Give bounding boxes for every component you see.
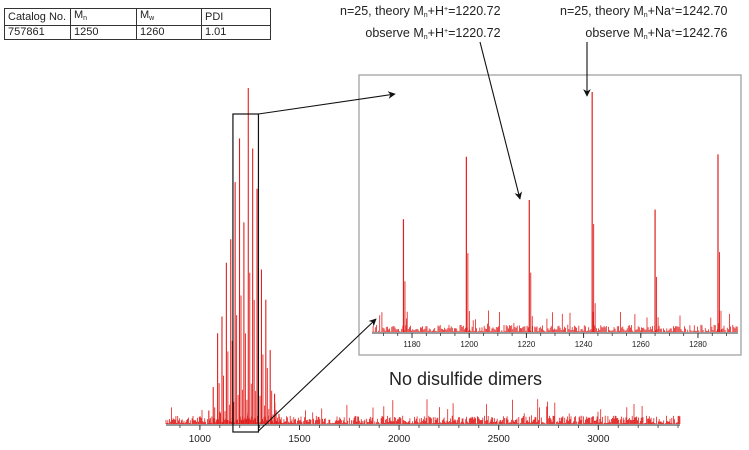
header-mw: Mw — [136, 8, 202, 26]
cell-pdi: 1.01 — [201, 25, 271, 40]
x-tick-label: 1220 — [518, 340, 536, 349]
annotation-theory-line: n=25, theory Mn+H+=1220.72 — [340, 4, 501, 19]
annotation-sodium-adduct: n=25, theory Mn+Na+=1242.70 observe Mn+N… — [560, 2, 728, 46]
cell-catalog-no: 757861 — [4, 25, 71, 40]
table-row: 757861 1250 1260 1.01 — [4, 25, 271, 40]
x-tick-label: 2500 — [488, 434, 511, 445]
header-catalog-no: Catalog No. — [4, 8, 71, 26]
zoomed-inset-plot: 1180 1200 1220 1240 1260 1280 — [358, 74, 742, 356]
x-tick-label: 1000 — [189, 434, 212, 445]
inset-frame — [358, 74, 742, 356]
x-tick-label: 1180 — [403, 340, 421, 349]
annotation-arrow-proton — [479, 41, 523, 200]
annotation-theory-line: n=25, theory Mn+Na+=1242.70 — [560, 4, 728, 19]
cell-mn: 1250 — [70, 25, 137, 40]
caption-no-dimers: No disulfide dimers — [389, 369, 543, 389]
x-tick-label: 1240 — [575, 340, 593, 349]
zoom-connector-top — [258, 91, 396, 115]
zoom-region-box — [232, 113, 260, 433]
polymer-properties-table: Catalog No. Mn Mw PDI 757861 1250 1260 1… — [4, 8, 271, 40]
zoom-connector-bottom — [258, 318, 377, 432]
table-header-row: Catalog No. Mn Mw PDI — [4, 8, 271, 26]
annotation-proton-adduct: n=25, theory Mn+H+=1220.72 observe Mn+H+… — [340, 2, 501, 46]
x-tick-label: 2000 — [388, 434, 411, 445]
cell-mw: 1260 — [136, 25, 202, 40]
x-tick-label: 1200 — [460, 340, 478, 349]
annotation-observed-line: observe Mn+H+=1220.72 — [365, 26, 501, 41]
annotation-observed-line: observe Mn+Na+=1242.76 — [585, 26, 728, 41]
zoom-callout-overlay — [232, 41, 591, 433]
x-tick-label: 1500 — [288, 434, 311, 445]
baseline-noise — [165, 399, 681, 424]
x-tick-label: 1260 — [632, 340, 650, 349]
x-tick-label: 1280 — [689, 340, 707, 349]
x-tick-label: 3000 — [587, 434, 610, 445]
header-pdi: PDI — [201, 8, 271, 26]
header-mn: Mn — [70, 8, 137, 26]
